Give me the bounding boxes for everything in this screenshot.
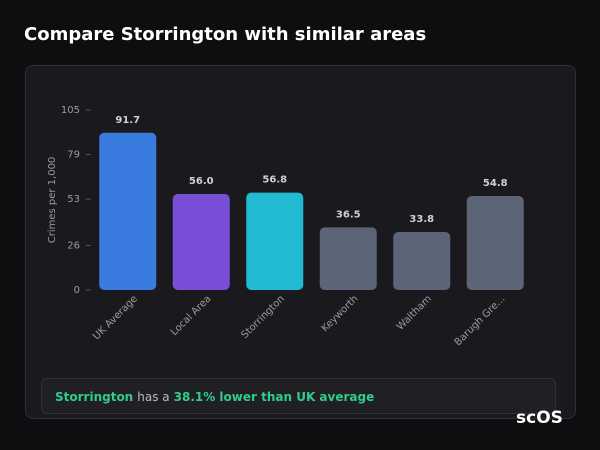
y-tick-label: 79 bbox=[67, 150, 80, 161]
value-label: 54.8 bbox=[483, 178, 508, 189]
page-title: Compare Storrington with similar areas bbox=[24, 24, 427, 45]
value-label: 56.8 bbox=[262, 175, 287, 186]
bar bbox=[246, 192, 304, 290]
x-tick-label: UK Average bbox=[91, 293, 140, 342]
value-label: 36.5 bbox=[336, 209, 361, 220]
bar bbox=[393, 232, 451, 290]
summary: Storrington has a 38.1% lower than UK aver… bbox=[41, 378, 556, 414]
y-axis-label: Crimes per 1,000 bbox=[47, 157, 58, 244]
highlight: 38.1% lower than UK average bbox=[173, 390, 375, 404]
x-tick-label: Storrington bbox=[239, 293, 287, 341]
x-tick-label: Keyworth bbox=[320, 293, 361, 334]
x-tick-label: Waltham bbox=[395, 293, 434, 332]
bar bbox=[172, 194, 230, 290]
bar bbox=[99, 132, 157, 290]
summary-text: has a bbox=[137, 390, 170, 404]
value-label: 91.7 bbox=[115, 115, 140, 126]
y-tick-label: 105 bbox=[61, 105, 80, 116]
bar bbox=[466, 196, 524, 290]
x-tick-label: Local Area bbox=[169, 293, 214, 338]
y-tick-label: 26 bbox=[67, 240, 80, 251]
area-name: Storrington bbox=[55, 390, 134, 404]
bar bbox=[319, 227, 377, 290]
value-label: 33.8 bbox=[409, 214, 434, 225]
y-tick-label: 0 bbox=[74, 285, 80, 296]
logo: scOS bbox=[516, 408, 563, 428]
x-tick-label: Barugh Gre... bbox=[453, 293, 508, 348]
value-label: 56.0 bbox=[189, 176, 214, 187]
y-tick-label: 53 bbox=[67, 194, 80, 205]
